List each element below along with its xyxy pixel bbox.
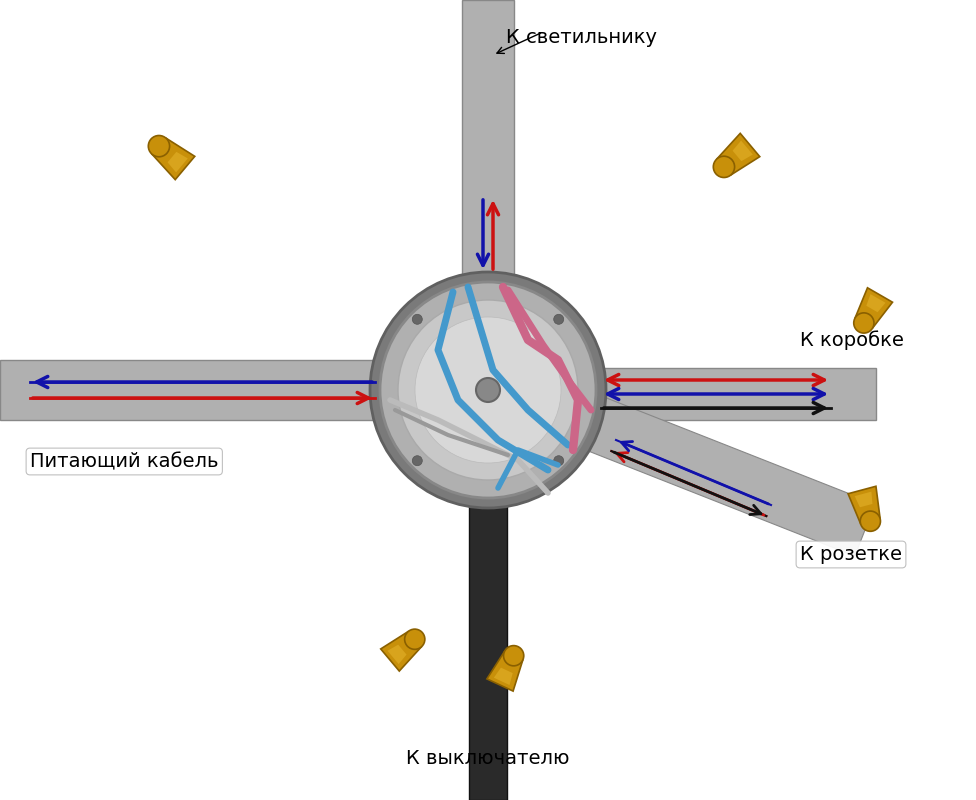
- Text: К светильнику: К светильнику: [506, 28, 657, 47]
- Circle shape: [415, 317, 561, 463]
- Circle shape: [476, 378, 500, 402]
- Text: К розетке: К розетке: [800, 545, 902, 564]
- Circle shape: [713, 156, 735, 178]
- Circle shape: [370, 272, 606, 508]
- Polygon shape: [733, 141, 752, 161]
- Polygon shape: [487, 651, 523, 691]
- Circle shape: [380, 282, 596, 498]
- Circle shape: [148, 135, 170, 157]
- Circle shape: [405, 629, 425, 650]
- Text: К выключателю: К выключателю: [406, 749, 570, 768]
- Circle shape: [412, 314, 423, 324]
- Polygon shape: [576, 394, 875, 556]
- Polygon shape: [717, 134, 759, 175]
- Polygon shape: [168, 152, 187, 173]
- Polygon shape: [867, 294, 885, 312]
- Polygon shape: [848, 486, 880, 524]
- Bar: [469, 493, 507, 800]
- Polygon shape: [152, 138, 195, 180]
- Bar: [591, 368, 876, 420]
- Bar: [462, 0, 514, 287]
- Polygon shape: [855, 492, 873, 507]
- Text: К коробке: К коробке: [800, 330, 904, 350]
- Polygon shape: [855, 288, 892, 328]
- Circle shape: [398, 300, 578, 480]
- Polygon shape: [494, 668, 512, 685]
- Circle shape: [412, 456, 423, 466]
- Polygon shape: [387, 645, 407, 664]
- Circle shape: [854, 313, 874, 333]
- Circle shape: [504, 646, 524, 666]
- Circle shape: [553, 456, 564, 466]
- Polygon shape: [381, 631, 422, 671]
- Text: Питающий кабель: Питающий кабель: [30, 452, 219, 471]
- Bar: [0, 360, 385, 420]
- Circle shape: [860, 511, 880, 531]
- Circle shape: [553, 314, 564, 324]
